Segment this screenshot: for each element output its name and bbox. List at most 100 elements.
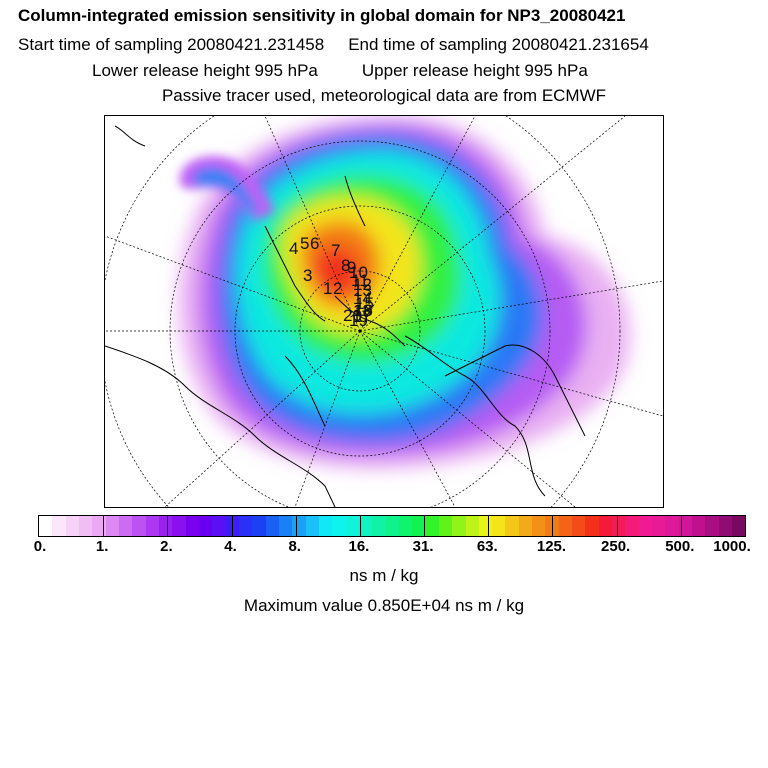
colorbar-segment [145,516,159,536]
colorbar-divider [616,516,618,536]
colorbar-tick-label: 0. [33,538,47,555]
colorbar-divider [295,516,297,536]
point-label: 4 [289,239,298,258]
colorbar-segment [318,516,333,536]
colorbar-segment [665,516,679,536]
upper-release: Upper release height 995 hPa [361,61,588,80]
point-label: 5 [300,234,309,253]
colorbar-segment [398,516,413,536]
point-label: 12 [353,275,372,294]
colorbar-tick-label: 2. [160,538,173,555]
colorbar-ticks: 0. 1. 2. 4. 8. 16. 31. 63. 125. 250. 500. 1000. [0,538,768,558]
colorbar-segment [425,516,439,536]
colorbar-segment [718,516,733,536]
colorbar-tick-label: 31. [412,538,434,555]
colorbar-tick-label: 1. [95,538,109,555]
colorbar-segment [452,516,466,536]
colorbar-segment [505,516,519,536]
colorbar-segment [612,516,626,536]
sensitivity-field [178,116,631,469]
point-label: 8 [341,256,350,275]
colorbar-segment [585,516,599,536]
point-label: 19 [349,311,368,330]
point-label: 2 [333,279,342,298]
colorbar-segment [572,516,586,536]
colorbar-segment [678,516,693,536]
colorbar-segment [158,516,173,536]
colorbar [38,515,746,537]
point-label: 9 [347,258,356,277]
colorbar-divider [552,516,554,536]
colorbar-segment [172,516,186,536]
colorbar-divider [424,516,426,536]
polar-map: 3 4 5 6 1 2 7 8 9 10 11 12 13 14 15 16 1… [104,115,664,508]
colorbar-segment [638,516,653,536]
colorbar-segment [385,516,399,536]
colorbar-tick-label: 1000. [713,538,751,555]
colorbar-segment [265,516,279,536]
colorbar-segment [278,516,293,536]
point-label: 16 [354,301,373,320]
colorbar-segment [705,516,719,536]
point-label: 1 [323,279,332,298]
colorbar-segment [92,516,106,536]
maximum-value: Maximum value 0.850E+04 ns m / kg [243,596,525,615]
colorbar-segment [198,516,213,536]
colorbar-tick-label: 250. [601,538,631,555]
colorbar-segment [545,516,559,536]
colorbar-segment [39,516,53,536]
colorbar-segment [65,516,79,536]
release-heights: Lower release height 995 hPa Upper releas… [92,61,768,81]
colorbar-segment [345,516,359,536]
colorbar-segment [532,516,546,536]
point-label: 11 [351,271,369,290]
tracer-info: Passive tracer used, meteorological data… [161,86,607,105]
point-label: 15 [355,294,374,313]
colorbar-segment [412,516,426,536]
point-label: 14 [353,289,372,308]
coastlines [105,125,586,507]
colorbar-segment [78,516,93,536]
colorbar-divider [167,516,169,536]
colorbar-segment [185,516,199,536]
sampling-times: Start time of sampling 20080421.231458 En… [18,35,768,55]
colorbar-tick-label: 125. [536,538,567,555]
colorbar-segment [438,516,453,536]
colorbar-tick-label: 8. [288,538,301,555]
point-label: 6 [310,234,319,253]
point-label: 17 [352,307,371,326]
colorbar-segment [132,516,146,536]
point-label: 18 [353,301,372,320]
colorbar-segment [598,516,613,536]
colorbar-tick-label: 4. [224,538,237,555]
colorbar-segment [212,516,226,536]
colorbar-segment [105,516,119,536]
colorbar-segment [732,516,746,536]
colorbar-segment [492,516,506,536]
colorbar-segment [625,516,639,536]
colorbar-segment [652,516,666,536]
lower-release: Lower release height 995 hPa [92,61,318,80]
colorbar-segment [465,516,479,536]
colorbar-segment [692,516,706,536]
colorbar-divider [103,516,105,536]
colorbar-segment [332,516,346,536]
release-point-labels: 3 4 5 6 1 2 7 8 9 10 11 12 13 14 15 16 1… [289,234,374,330]
point-label: 13 [353,281,372,300]
point-label: 10 [349,263,368,282]
chart-title: Column-integrated emission sensitivity i… [18,6,626,25]
colorbar-segment [238,516,253,536]
colorbar-segment [358,516,373,536]
colorbar-tick-label: 500. [665,538,695,555]
colorbar-segment [252,516,266,536]
colorbar-segment [118,516,133,536]
end-time: End time of sampling 20080421.231654 [348,35,649,54]
colorbar-tick-label: 16. [348,538,370,555]
colorbar-divider [680,516,682,536]
colorbar-segment [52,516,66,536]
sensitivity-map: 3 4 5 6 1 2 7 8 9 10 11 12 13 14 15 16 1… [105,116,663,507]
point-label: 20 [343,306,362,325]
colorbar-segment [518,516,533,536]
colorbar-segment [478,516,493,536]
colorbar-segment [292,516,306,536]
